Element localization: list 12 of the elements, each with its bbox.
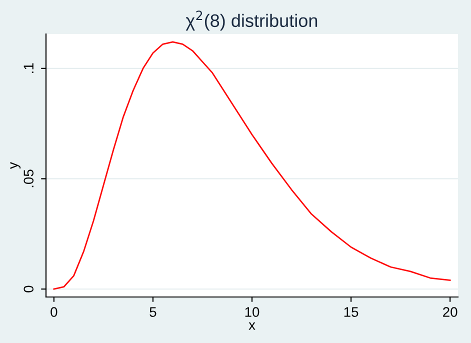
line-series — [53, 41, 451, 290]
chart-title: χ$^{2}$(8) distribution — [186, 10, 318, 31]
x-tick-label: 0 — [50, 307, 58, 317]
x-tick-label: 10 — [245, 307, 260, 317]
y-axis-title: y — [10, 162, 21, 169]
y-tick-label: 0 — [24, 286, 34, 292]
y-tick-label: .1 — [24, 63, 34, 73]
x-tick-label: 5 — [150, 307, 156, 317]
y-tick-label: .05 — [24, 170, 34, 188]
x-axis-title: x — [248, 322, 256, 330]
x-tick-label: 20 — [443, 307, 458, 317]
x-tick-label: 15 — [344, 307, 358, 317]
